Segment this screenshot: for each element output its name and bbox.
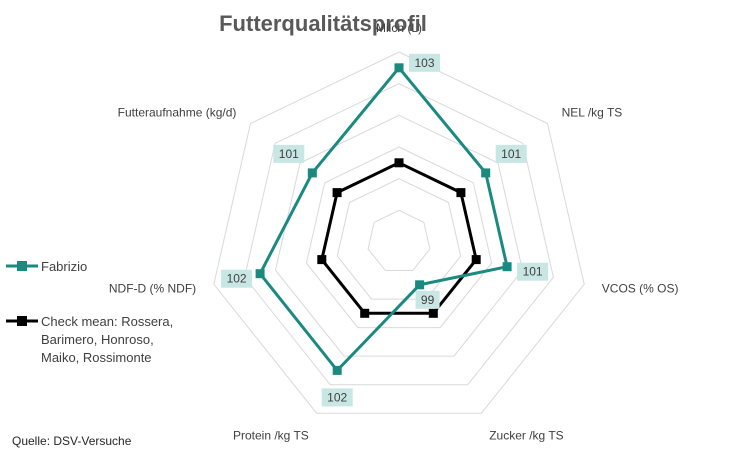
series-line: [320, 161, 478, 315]
series-point: [332, 188, 342, 198]
data-label-text: 102: [227, 272, 247, 286]
series-point: [502, 262, 512, 272]
data-label-box: [221, 269, 253, 288]
series-point: [394, 63, 404, 73]
data-label-text: 99: [421, 293, 435, 307]
grid-ring: [274, 114, 524, 357]
data-label: 99: [415, 290, 440, 309]
data-label-box: [321, 388, 353, 407]
data-label-text: 101: [523, 265, 543, 279]
series-point: [415, 280, 425, 290]
data-label: 101: [495, 144, 527, 163]
radar-grid: [213, 51, 585, 414]
axis-labels: Milch (L) NEL /kg TS VCOS (% OS) Zucker /kg…: [109, 21, 679, 442]
legend-label-check-mean-line-1: Check mean: Rossera,: [41, 314, 173, 329]
series-point: [307, 168, 317, 178]
series-point: [317, 255, 327, 265]
axis-label: Protein /kg TS: [233, 428, 309, 442]
legend-label-check-mean-line-2: Barimero, Honroso,: [41, 332, 154, 347]
series-point: [481, 168, 491, 178]
legend-label-check-mean-line-3: Maiko, Rossimonte: [41, 350, 152, 365]
legend-item-fabrizio: Fabrizio: [6, 259, 87, 274]
data-label: 101: [273, 144, 305, 163]
grid-ring: [213, 51, 585, 414]
data-label-text: 101: [501, 147, 521, 161]
source-note: Quelle: DSV-Versuche: [12, 434, 132, 448]
data-label-box: [409, 53, 440, 72]
data-label-text: 102: [327, 390, 347, 404]
axis-label: Futteraufnahme (kg/d): [118, 105, 237, 119]
data-label-text: 103: [414, 56, 434, 70]
series-line: [258, 65, 509, 373]
axis-label: VCOS (% OS): [602, 281, 679, 295]
grid-ring: [336, 178, 462, 300]
legend-marker-fabrizio: [17, 261, 27, 271]
data-label: 103: [409, 53, 440, 72]
data-label-text: 101: [279, 147, 299, 161]
data-label-box: [495, 144, 527, 163]
axis-label: NEL /kg TS: [562, 105, 623, 119]
data-label: 102: [221, 269, 253, 288]
legend-marker-check-mean: [17, 316, 27, 326]
chart-title: Futterqualitätsprofil: [219, 11, 427, 36]
series-point: [456, 188, 466, 198]
axis-label: Zucker /kg TS: [489, 428, 563, 442]
axis-label: NDF-D (% NDF): [109, 281, 196, 295]
series-point: [332, 365, 342, 375]
series-layer: [255, 63, 512, 375]
data-label-box: [273, 144, 305, 163]
legend: Fabrizio Check mean: Rossera, Barimero, …: [6, 259, 173, 365]
data-label-box: [517, 262, 549, 281]
axis-label: Milch (L): [376, 21, 422, 35]
data-label-box: [415, 290, 440, 309]
series-point: [394, 158, 404, 168]
grid-ring: [367, 209, 431, 271]
grid-ring: [244, 83, 554, 386]
legend-label-fabrizio: Fabrizio: [41, 259, 87, 274]
data-labels: 103 101 101 99 102 102 101: [221, 53, 549, 407]
series-point: [471, 255, 481, 265]
legend-item-check-mean: Check mean: Rossera, Barimero, Honroso, …: [6, 314, 173, 365]
series-point: [428, 308, 438, 318]
data-label: 102: [321, 388, 353, 407]
data-label: 101: [517, 262, 549, 281]
series-point: [255, 269, 265, 279]
grid-ring: [305, 146, 493, 329]
series-point: [360, 308, 370, 318]
